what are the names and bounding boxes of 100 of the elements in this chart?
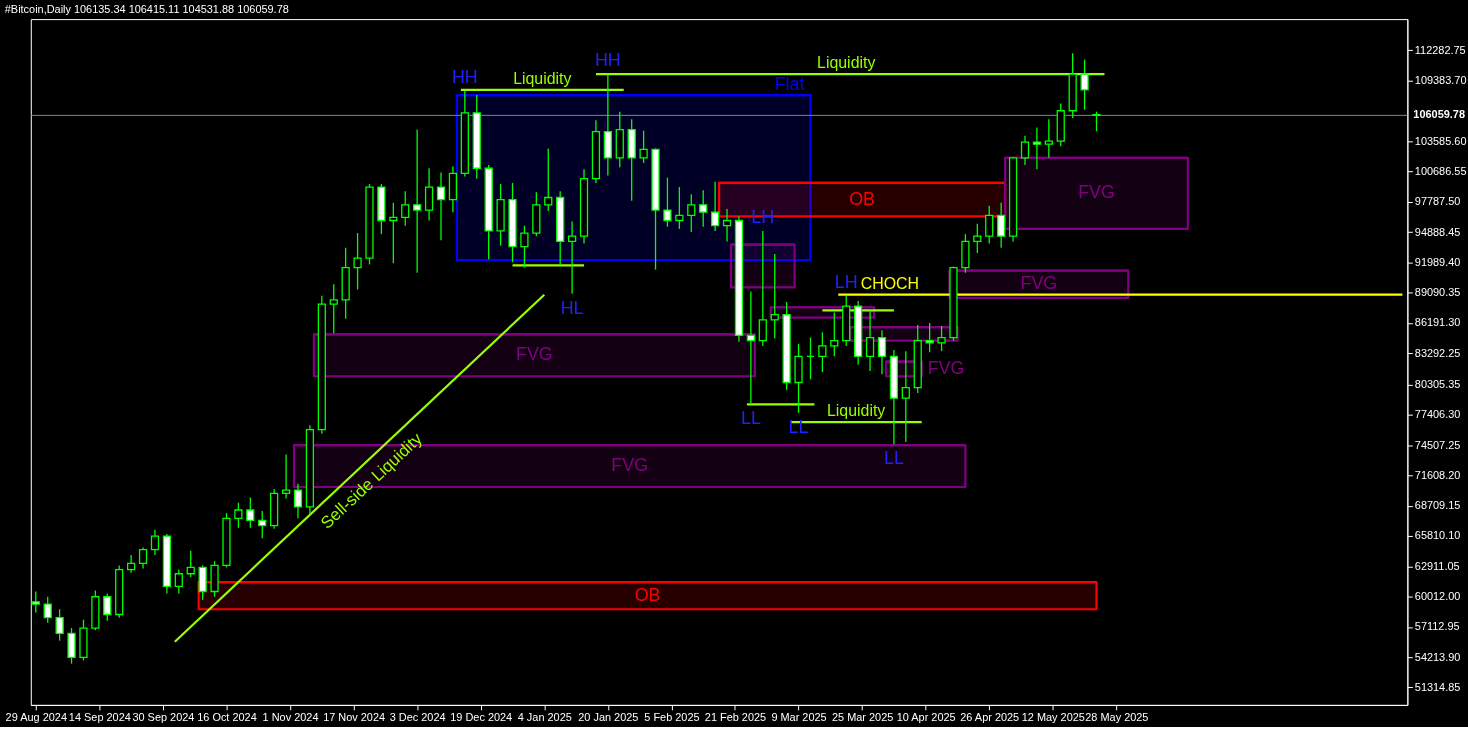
series-label: Liquidity [513,69,572,87]
x-tick-label: 28 May 2025 [1085,711,1149,724]
candlestick [985,205,994,245]
candlestick [663,177,672,228]
candlestick [150,529,160,556]
candlestick [830,311,839,358]
candlestick [710,181,720,232]
chart-title: #Bitcoin,Daily 106135.34 106415.11 104531.88 106059.78 [4,3,289,16]
x-tick-label: 10 Apr 2025 [896,711,956,724]
candlestick [925,322,934,353]
y-tick-label: 65810.10 [1414,529,1461,542]
x-tick-label: 25 Mar 2025 [831,711,894,724]
candlestick [246,496,255,529]
candlestick [43,596,52,624]
candlestick [937,325,946,352]
y-tick-label: 51314.85 [1414,680,1461,693]
annotation: HH [594,50,621,71]
candlestick [174,568,183,595]
y-tick-label: 62911.05 [1414,559,1460,572]
y-tick-label: 80305.35 [1414,378,1461,391]
series-label: OB [849,188,876,209]
y-tick-label: 103585.60 [1414,134,1467,147]
y-tick-label: 60012.00 [1414,590,1461,603]
y-tick-label: 74507.25 [1414,438,1461,451]
candlestick [746,290,755,406]
candlestick [699,189,708,228]
candlestick [1032,126,1042,170]
candlestick [639,129,648,164]
candlestick [103,592,112,622]
x-tick-label: 14 Sep 2024 [68,711,131,724]
y-tick-label: 89090.35 [1414,286,1461,299]
annotation: LH [834,271,858,292]
candlestick [389,202,398,264]
x-tick-label: 12 May 2025 [1021,711,1085,724]
candlestick [424,167,434,222]
x-tick-label: 16 Oct 2024 [197,711,257,724]
candlestick [722,208,732,243]
candlestick [186,550,195,578]
y-tick-label: 109383.70 [1414,74,1467,87]
series-label: Flat [774,74,805,95]
candlestick [1020,135,1030,166]
candlestick [1080,58,1089,111]
candlestick [234,502,243,529]
annotation: LL [883,448,904,469]
candlestick [281,453,291,500]
y-tick-label: 112282.75 [1414,43,1466,56]
candlestick [997,202,1006,249]
y-tick-label: 97787.50 [1414,195,1461,208]
series-label: FVG [611,455,649,476]
x-tick-label: 4 Jan 2025 [517,711,572,724]
candlestick [138,546,148,570]
candlestick [758,230,767,347]
candlestick [1092,111,1101,132]
candlestick [413,128,422,274]
candlestick [353,232,362,291]
y-tick-label: 94888.45 [1414,225,1461,238]
candlestick [818,331,827,373]
x-tick-label: 3 Dec 2024 [389,711,446,724]
y-tick-label: 83292.25 [1414,346,1461,359]
series-label: CHOCH [860,274,920,292]
candlestick [567,220,577,295]
x-tick-label: 30 Sep 2024 [132,711,195,724]
x-tick-label: 9 Mar 2025 [771,711,827,724]
y-tick-label: 100686.55 [1414,165,1467,177]
candlestick [329,283,338,335]
candlestick [901,350,910,443]
candlestick [687,193,696,233]
candlestick [865,309,875,372]
candlestick [436,171,446,242]
series-label: FVG [515,344,553,365]
series-label: FVG [1078,182,1115,203]
candlestick [401,190,410,227]
candlestick [55,608,64,642]
y-tick-label: 57112.95 [1414,620,1460,633]
y-tick-label: 91989.40 [1414,255,1461,268]
y-tick-label: 86191.30 [1414,316,1461,329]
candlestick [127,554,136,574]
x-tick-label: 29 Aug 2024 [5,711,67,724]
annotation: HH [451,66,478,87]
annotation: HL [560,297,584,318]
candlestick [1044,118,1053,159]
x-tick-label: 5 Feb 2025 [644,711,700,724]
series-label: Liquidity [817,54,876,72]
x-tick-label: 20 Jan 2025 [578,711,639,724]
candlestick [877,329,887,375]
series-label: Liquidity [826,402,886,420]
annotation: LL [788,416,809,437]
y-tick-label: 71608.20 [1414,468,1461,481]
candlestick [520,225,529,269]
x-tick-label: 1 Nov 2024 [262,711,319,724]
x-tick-label: 26 Apr 2025 [960,711,1020,724]
candlestick [544,147,553,212]
candlestick [770,253,779,340]
candlestick [293,483,303,520]
annotation: LL [740,408,761,429]
series-label: FVG [1020,273,1058,294]
y-tick-label: 68709.15 [1414,499,1461,512]
series-label: FVG [927,357,965,378]
x-tick-label: 19 Dec 2024 [450,711,513,724]
candlestick [973,222,982,254]
